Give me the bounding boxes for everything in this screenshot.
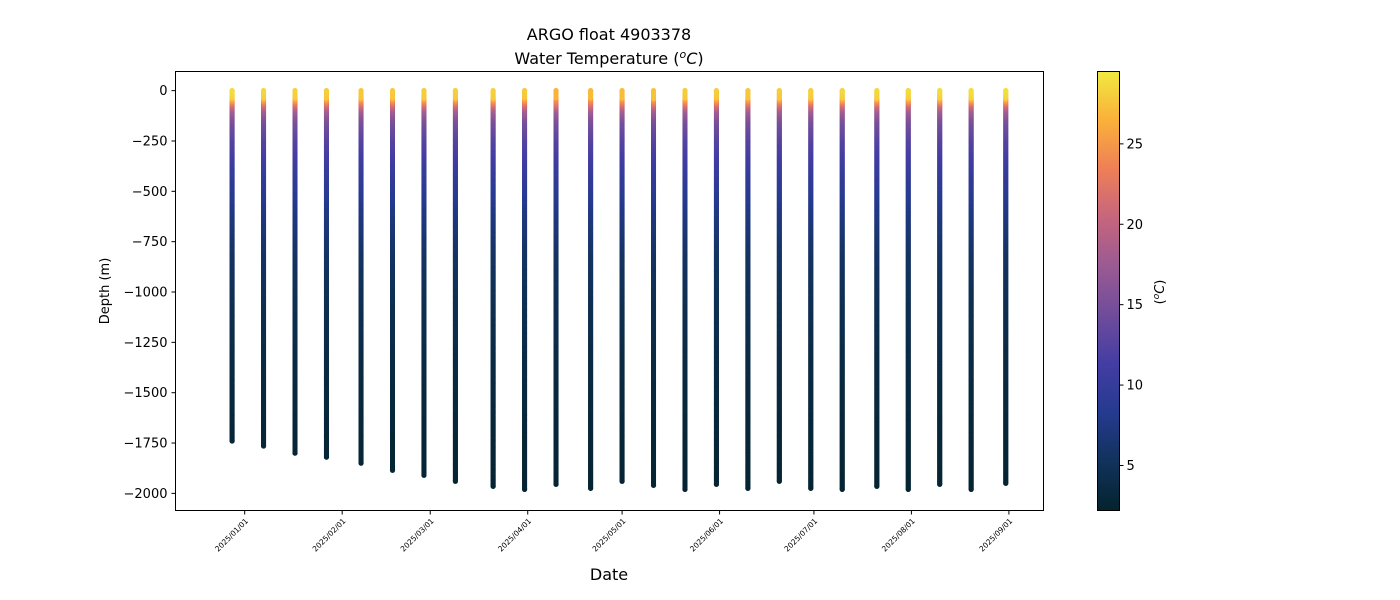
profile-bottom-point xyxy=(292,450,298,456)
profile-11 xyxy=(553,88,559,487)
profile-13 xyxy=(619,88,625,484)
profile-surface-point xyxy=(682,88,688,94)
profile-surface-point xyxy=(650,88,657,94)
profile-surface-point xyxy=(292,88,298,94)
profile-surface-point xyxy=(421,88,427,94)
profile-5 xyxy=(358,88,364,466)
profile-15 xyxy=(682,88,688,492)
profile-bottom-point xyxy=(323,454,330,460)
profile-2 xyxy=(260,88,267,449)
profile-surface-point xyxy=(521,88,528,94)
profile-surface-point xyxy=(588,88,594,94)
profile-bottom-point xyxy=(521,486,528,492)
chart-title: ARGO float 4903378 xyxy=(527,25,691,44)
chart-subtitle-prefix: Water Temperature ( xyxy=(514,49,679,68)
profile-bottom-point xyxy=(389,467,396,473)
chart-subtitle-unit-sup: C xyxy=(686,49,698,68)
profile-bottom-point xyxy=(619,478,625,484)
profile-14 xyxy=(650,88,657,488)
profile-surface-point xyxy=(260,88,267,94)
plot-area xyxy=(175,71,1044,511)
profile-bottom-point xyxy=(553,481,559,487)
profile-surface-point xyxy=(553,88,559,94)
profile-bottom-point xyxy=(358,460,364,466)
profile-surface-point xyxy=(619,88,625,94)
profile-bottom-point xyxy=(260,443,267,449)
profile-bottom-point xyxy=(229,438,235,444)
profile-surface-point xyxy=(452,88,458,94)
chart-subtitle-unit-base: o xyxy=(679,48,686,61)
chart-subtitle-suffix: ) xyxy=(697,49,703,68)
profile-7 xyxy=(421,88,427,478)
profile-surface-point xyxy=(490,88,496,94)
profile-bottom-point xyxy=(588,485,594,491)
profile-bottom-point xyxy=(452,478,458,484)
profile-16 xyxy=(713,88,720,487)
profile-bottom-point xyxy=(650,482,657,488)
profile-bottom-point xyxy=(490,483,496,489)
profile-surface-point xyxy=(229,88,235,94)
profile-10 xyxy=(521,88,528,492)
profile-1 xyxy=(229,88,235,444)
profile-series xyxy=(229,88,1009,492)
profile-bottom-point xyxy=(421,472,427,478)
profile-bottom-point xyxy=(682,486,688,492)
profile-6 xyxy=(389,88,396,473)
profile-4 xyxy=(323,88,330,460)
profile-surface-point xyxy=(323,88,330,94)
profile-8 xyxy=(452,88,458,484)
profile-3 xyxy=(292,88,298,456)
profile-12 xyxy=(588,88,594,491)
profile-9 xyxy=(490,88,496,489)
profile-surface-point xyxy=(358,88,364,94)
chart-subtitle: Water Temperature (oC) xyxy=(514,48,703,68)
profile-surface-point xyxy=(389,88,396,94)
